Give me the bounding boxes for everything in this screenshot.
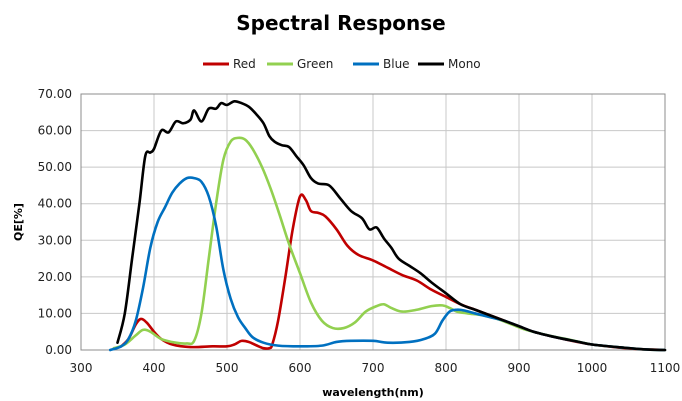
plot-area [80, 93, 666, 351]
y-tick-label: 70.00 [38, 87, 72, 101]
x-axis-label: wavelength(nm) [322, 386, 424, 399]
y-tick-label: 50.00 [38, 160, 72, 174]
series-line-mono [116, 99, 667, 352]
legend-label-green: Green [297, 57, 333, 71]
y-tick-label: 30.00 [38, 233, 72, 247]
legend-label-blue: Blue [383, 57, 410, 71]
y-tick-label: 10.00 [38, 306, 72, 320]
x-tick-label: 1000 [577, 361, 608, 375]
x-tick-label: 300 [70, 361, 93, 375]
y-axis-ticks: 0.00 10.00 20.00 30.00 40.00 50.00 60.00 70.00 [38, 87, 72, 357]
x-axis-ticks: 300 400 500 600 700 800 900 1000 1100 [70, 361, 681, 375]
y-tick-label: 40.00 [38, 197, 72, 211]
legend-label-mono: Mono [448, 57, 481, 71]
y-tick-label: 20.00 [38, 270, 72, 284]
x-tick-label: 600 [289, 361, 312, 375]
x-tick-label: 700 [362, 361, 385, 375]
x-tick-label: 500 [216, 361, 239, 375]
chart-title: Spectral Response [236, 11, 446, 35]
legend: Red Green Blue Mono [203, 57, 481, 71]
x-tick-label: 900 [508, 361, 531, 375]
series-layer [108, 99, 667, 352]
legend-label-red: Red [233, 57, 256, 71]
series-line-red [119, 193, 667, 352]
x-tick-label: 400 [143, 361, 166, 375]
y-tick-label: 60.00 [38, 124, 72, 138]
y-axis-label: QE[%] [12, 203, 25, 241]
x-tick-label: 1100 [650, 361, 681, 375]
x-tick-label: 800 [435, 361, 458, 375]
y-tick-label: 0.00 [45, 343, 72, 357]
